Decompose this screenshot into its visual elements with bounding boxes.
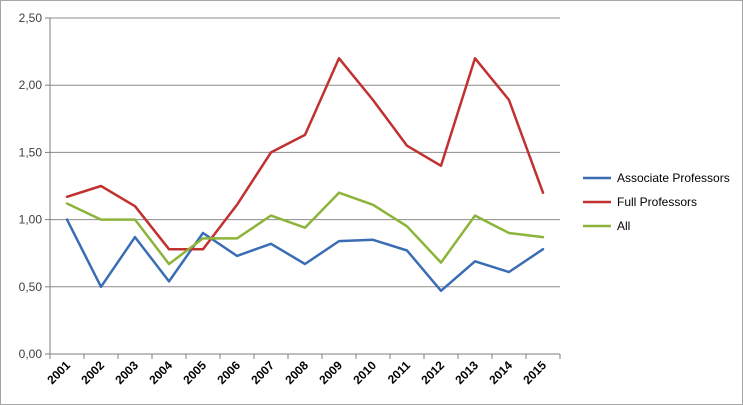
x-tick-label: 2005	[180, 358, 209, 387]
y-tick-label: 1,00	[19, 213, 43, 227]
y-tick-label: 1,50	[19, 145, 43, 159]
x-tick-label: 2002	[78, 358, 107, 387]
y-tick-label: 0,50	[19, 280, 43, 294]
x-tick-label: 2004	[146, 358, 175, 387]
x-tick-label: 2010	[350, 358, 379, 387]
x-tick-label: 2014	[486, 358, 515, 387]
x-tick-label: 2012	[418, 358, 447, 387]
x-axis-ticks: 2001 2002 2003 2004 2005 2006 2007 2008 2009 2010…	[44, 358, 549, 387]
x-tick-label: 2013	[452, 358, 481, 387]
legend: Associate Professors Full Professors All	[583, 171, 730, 233]
x-tick-label: 2009	[316, 358, 345, 387]
x-tick-label: 2006	[214, 358, 243, 387]
axes	[45, 17, 561, 359]
legend-label: All	[617, 219, 630, 233]
series-lines	[65, 57, 545, 293]
series-line	[65, 191, 545, 266]
legend-label: Full Professors	[617, 195, 697, 209]
x-tick-label: 2011	[385, 358, 414, 387]
x-tick-label: 2008	[282, 358, 311, 387]
legend-label: Associate Professors	[617, 171, 730, 185]
y-tick-label: 2,00	[19, 78, 43, 92]
x-tick-label: 2007	[248, 358, 277, 387]
series-line	[65, 218, 545, 293]
x-tick-label: 2001	[44, 358, 73, 387]
y-tick-label: 0,00	[19, 347, 43, 361]
y-tick-label: 2,50	[19, 11, 43, 25]
x-tick-label: 2003	[112, 358, 141, 387]
y-axis-ticks: 0,00 0,50 1,00 1,50 2,00 2,50	[19, 11, 43, 361]
series-line	[65, 57, 545, 251]
x-tick-label: 2015	[520, 358, 549, 387]
